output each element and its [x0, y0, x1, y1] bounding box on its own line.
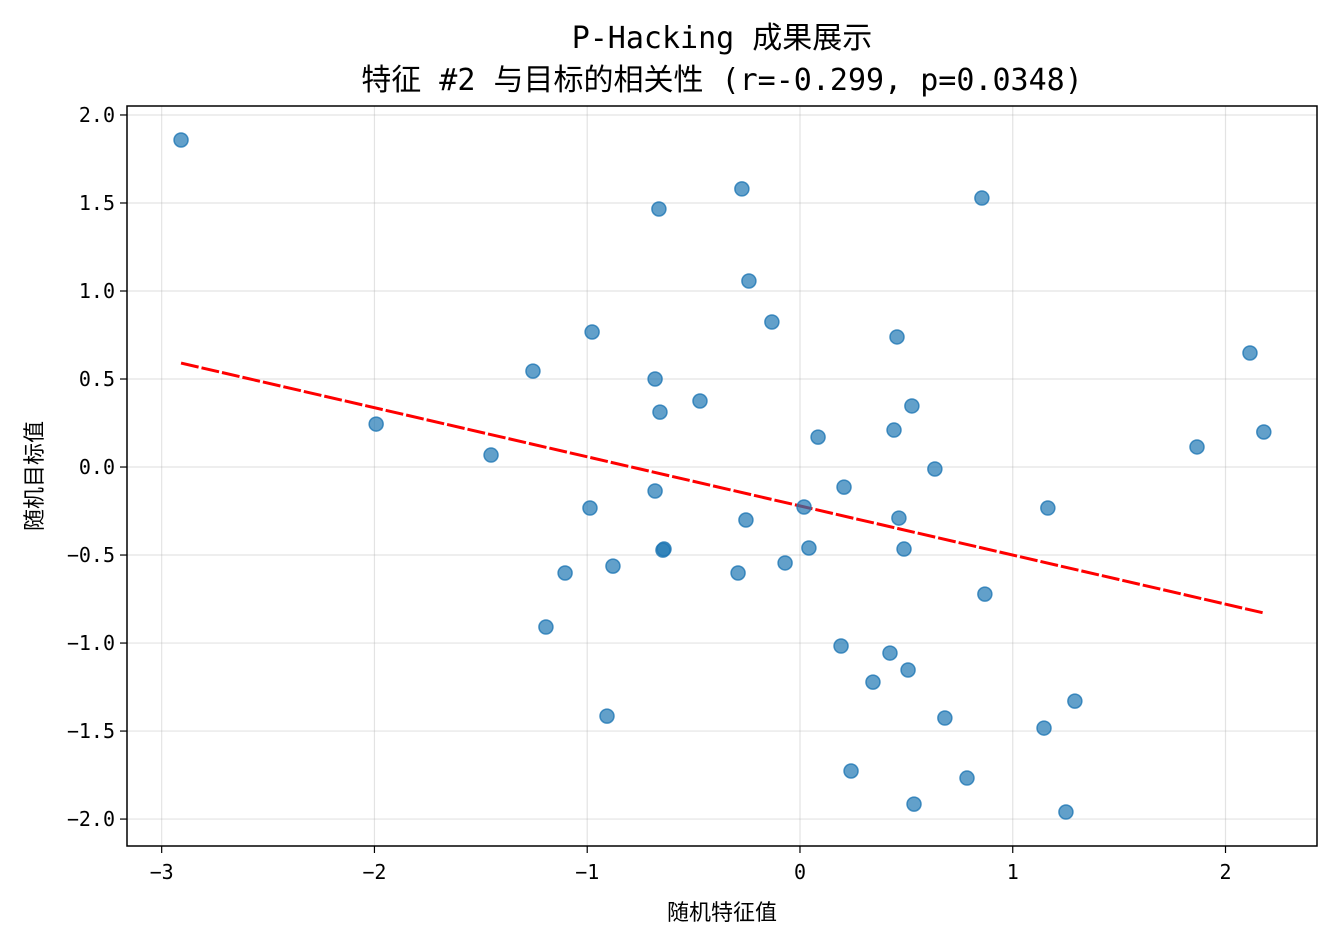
data-points [173, 132, 1272, 820]
y-tick-label: −2.0 [67, 807, 115, 831]
data-point [647, 371, 663, 387]
chart-subtitle: 特征 #2 与目标的相关性 (r=-0.299, p=0.0348) [361, 63, 1083, 98]
grid [127, 106, 1317, 846]
data-point [734, 181, 750, 197]
y-tick-label: −0.5 [67, 543, 115, 567]
data-point [741, 273, 757, 289]
data-point [652, 404, 668, 420]
data-point [584, 324, 600, 340]
x-tick-label: 0 [794, 860, 806, 884]
data-point [582, 500, 598, 516]
data-point [538, 619, 554, 635]
x-tick-label: −3 [150, 860, 174, 884]
data-point [777, 555, 793, 571]
y-tick-label: 1.0 [79, 279, 115, 303]
data-point [730, 565, 746, 581]
data-point [1067, 693, 1083, 709]
data-point [655, 542, 671, 558]
data-point [904, 398, 920, 414]
y-tick-label: −1.0 [67, 631, 115, 655]
regression-line [180, 361, 1265, 615]
data-point [651, 201, 667, 217]
data-point [525, 363, 541, 379]
x-tick-label: 2 [1219, 860, 1231, 884]
data-point [937, 710, 953, 726]
data-point [882, 645, 898, 661]
data-point [738, 512, 754, 528]
data-point [810, 429, 826, 445]
data-point [605, 558, 621, 574]
data-point [891, 510, 907, 526]
plot-frame [126, 105, 1318, 847]
y-tick-label: 0.0 [79, 455, 115, 479]
data-point [977, 586, 993, 602]
y-tick-label: −1.5 [67, 719, 115, 743]
y-axis-label: 随机目标值 [23, 421, 48, 531]
y-tick-label: 1.5 [79, 191, 115, 215]
data-point [900, 662, 916, 678]
y-tick-label: 2.0 [79, 103, 115, 127]
data-point [836, 479, 852, 495]
data-point [1256, 424, 1272, 440]
data-point [599, 708, 615, 724]
data-point [764, 314, 780, 330]
data-point [1058, 804, 1074, 820]
data-point [647, 483, 663, 499]
x-tick-label: −1 [575, 860, 599, 884]
data-point [796, 499, 812, 515]
data-point [1040, 500, 1056, 516]
data-point [692, 393, 708, 409]
data-point [843, 763, 859, 779]
data-point [173, 132, 189, 148]
x-axis: −3 −2 −1 0 1 2 [150, 846, 1232, 884]
data-point [801, 540, 817, 556]
data-point [833, 638, 849, 654]
data-point [557, 565, 573, 581]
x-tick-label: −2 [362, 860, 386, 884]
data-point [1189, 439, 1205, 455]
data-point [1242, 345, 1258, 361]
data-point [927, 461, 943, 477]
data-point [959, 770, 975, 786]
data-point [886, 422, 902, 438]
data-point [974, 190, 990, 206]
data-point [889, 329, 905, 345]
y-tick-label: 0.5 [79, 367, 115, 391]
x-axis-label: 随机特征值 [667, 901, 777, 926]
chart-title: P-Hacking 成果展示 [572, 21, 873, 56]
data-point [368, 416, 384, 432]
data-point [483, 447, 499, 463]
data-point [1036, 720, 1052, 736]
data-point [896, 541, 912, 557]
data-point [906, 796, 922, 812]
y-axis: 2.0 1.5 1.0 0.5 0.0 −0.5 −1.0 −1.5 −2.0 [67, 103, 127, 831]
x-tick-label: 1 [1007, 860, 1019, 884]
data-point [865, 674, 881, 690]
